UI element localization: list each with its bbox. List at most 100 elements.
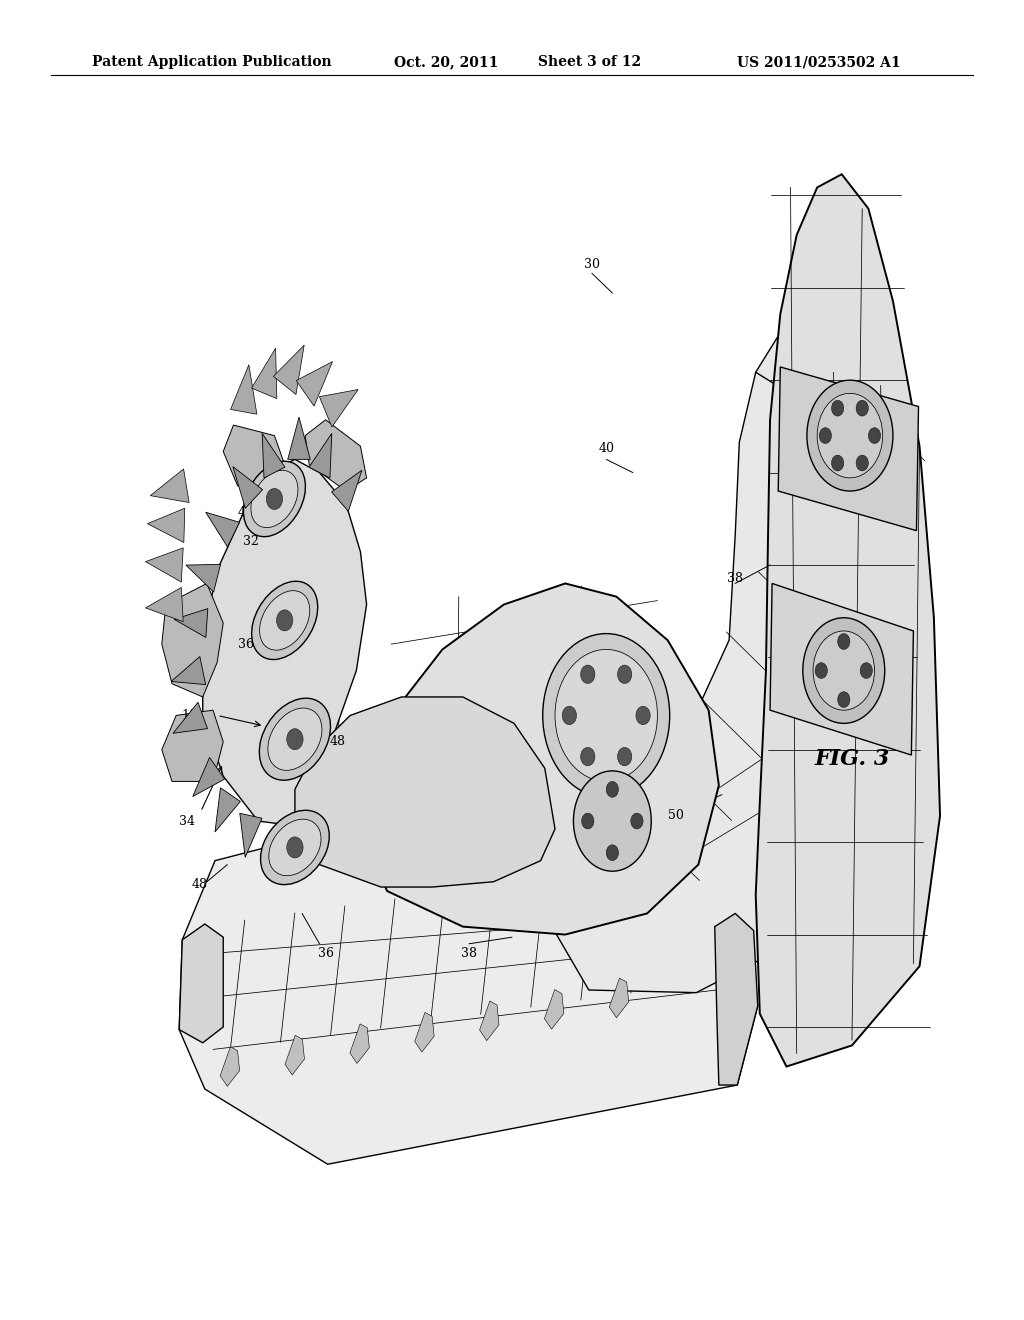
- Circle shape: [838, 634, 850, 649]
- Circle shape: [838, 692, 850, 708]
- Ellipse shape: [268, 820, 322, 875]
- Ellipse shape: [259, 590, 310, 651]
- Text: 38: 38: [727, 572, 743, 585]
- Polygon shape: [215, 788, 241, 832]
- Circle shape: [815, 663, 827, 678]
- Polygon shape: [367, 583, 719, 935]
- Ellipse shape: [268, 708, 322, 771]
- Polygon shape: [193, 758, 224, 796]
- Circle shape: [631, 813, 643, 829]
- Text: 42: 42: [238, 506, 254, 519]
- Text: 38: 38: [461, 946, 477, 960]
- Circle shape: [856, 455, 868, 471]
- Polygon shape: [262, 433, 285, 478]
- Polygon shape: [173, 702, 208, 734]
- Circle shape: [582, 813, 594, 829]
- Circle shape: [266, 488, 283, 510]
- Circle shape: [819, 428, 831, 444]
- Text: Patent Application Publication: Patent Application Publication: [92, 55, 332, 70]
- Polygon shape: [479, 1001, 499, 1040]
- Circle shape: [813, 631, 874, 710]
- Text: Oct. 20, 2011: Oct. 20, 2011: [394, 55, 499, 70]
- Circle shape: [831, 455, 844, 471]
- Polygon shape: [332, 470, 361, 511]
- Polygon shape: [147, 508, 184, 543]
- Text: 50: 50: [668, 809, 684, 822]
- Polygon shape: [296, 362, 333, 407]
- Polygon shape: [756, 174, 940, 1067]
- Polygon shape: [206, 512, 240, 546]
- Polygon shape: [288, 417, 310, 459]
- Polygon shape: [285, 1035, 304, 1074]
- Circle shape: [573, 771, 651, 871]
- Polygon shape: [545, 990, 564, 1030]
- Text: 32: 32: [243, 535, 259, 548]
- Polygon shape: [151, 469, 189, 503]
- Circle shape: [860, 663, 872, 678]
- Polygon shape: [295, 697, 555, 887]
- Ellipse shape: [251, 470, 298, 528]
- Polygon shape: [232, 466, 262, 508]
- Ellipse shape: [244, 461, 305, 537]
- Polygon shape: [778, 367, 919, 531]
- Text: FIG. 3: FIG. 3: [814, 748, 890, 770]
- Polygon shape: [179, 842, 758, 1164]
- Polygon shape: [162, 710, 223, 781]
- Text: US 2011/0253502 A1: US 2011/0253502 A1: [737, 55, 901, 70]
- Polygon shape: [179, 924, 223, 1043]
- Polygon shape: [770, 583, 913, 755]
- Polygon shape: [186, 565, 220, 591]
- Circle shape: [617, 747, 632, 766]
- Circle shape: [636, 706, 650, 725]
- Circle shape: [581, 747, 595, 766]
- Circle shape: [581, 665, 595, 684]
- Polygon shape: [203, 459, 367, 825]
- Circle shape: [562, 706, 577, 725]
- Polygon shape: [305, 420, 367, 491]
- Ellipse shape: [260, 810, 330, 884]
- Circle shape: [276, 610, 293, 631]
- Ellipse shape: [259, 698, 331, 780]
- Polygon shape: [350, 1024, 370, 1064]
- Circle shape: [807, 380, 893, 491]
- Polygon shape: [543, 319, 922, 993]
- Polygon shape: [230, 364, 257, 414]
- Polygon shape: [609, 978, 629, 1018]
- Text: 36: 36: [238, 638, 254, 651]
- Polygon shape: [145, 548, 183, 582]
- Text: 10: 10: [181, 709, 198, 722]
- Text: 30: 30: [584, 257, 600, 271]
- Polygon shape: [145, 587, 183, 622]
- Polygon shape: [252, 348, 276, 399]
- Polygon shape: [273, 345, 304, 395]
- Circle shape: [606, 781, 618, 797]
- Polygon shape: [223, 425, 285, 488]
- Polygon shape: [174, 609, 208, 638]
- Polygon shape: [240, 813, 262, 858]
- Polygon shape: [162, 583, 223, 697]
- Circle shape: [617, 665, 632, 684]
- Text: Sheet 3 of 12: Sheet 3 of 12: [538, 55, 641, 70]
- Polygon shape: [715, 913, 758, 1085]
- Polygon shape: [415, 1012, 434, 1052]
- Polygon shape: [171, 656, 206, 685]
- Polygon shape: [309, 433, 332, 478]
- Polygon shape: [319, 389, 358, 426]
- Circle shape: [287, 837, 303, 858]
- Text: 48: 48: [330, 735, 346, 748]
- Polygon shape: [220, 1047, 240, 1086]
- Circle shape: [868, 428, 881, 444]
- Text: 36: 36: [317, 946, 334, 960]
- Circle shape: [831, 400, 844, 416]
- Text: 48: 48: [191, 878, 208, 891]
- Circle shape: [287, 729, 303, 750]
- Circle shape: [856, 400, 868, 416]
- Text: 40: 40: [598, 442, 614, 455]
- Circle shape: [817, 393, 883, 478]
- Circle shape: [555, 649, 657, 781]
- Circle shape: [543, 634, 670, 797]
- Text: 34: 34: [179, 814, 196, 828]
- Circle shape: [803, 618, 885, 723]
- Ellipse shape: [252, 581, 317, 660]
- Circle shape: [606, 845, 618, 861]
